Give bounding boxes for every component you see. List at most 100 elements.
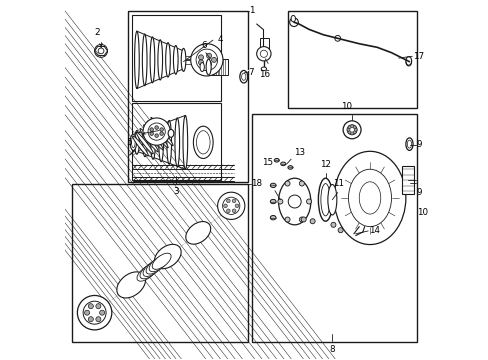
Text: 14: 14 (368, 226, 380, 235)
Ellipse shape (137, 265, 156, 281)
Circle shape (343, 121, 360, 139)
Ellipse shape (181, 48, 185, 71)
Text: 3: 3 (173, 187, 179, 196)
Circle shape (260, 50, 267, 57)
Ellipse shape (183, 116, 187, 169)
Ellipse shape (149, 256, 168, 272)
Circle shape (353, 129, 356, 131)
Ellipse shape (147, 121, 168, 148)
Circle shape (96, 317, 101, 322)
Bar (251, 114, 416, 342)
Circle shape (289, 18, 298, 27)
Text: 6: 6 (201, 41, 206, 50)
Ellipse shape (142, 128, 147, 157)
Ellipse shape (407, 140, 411, 148)
Ellipse shape (333, 151, 405, 244)
Text: 11: 11 (333, 179, 344, 188)
Ellipse shape (175, 118, 179, 167)
Ellipse shape (132, 136, 148, 156)
Text: 1: 1 (249, 6, 255, 15)
Text: 2: 2 (95, 28, 100, 37)
Ellipse shape (154, 244, 181, 269)
Ellipse shape (327, 184, 336, 215)
Ellipse shape (406, 176, 412, 187)
Text: 10: 10 (340, 102, 351, 111)
Bar (131, 103, 221, 180)
Circle shape (155, 134, 158, 138)
Ellipse shape (166, 121, 171, 164)
Circle shape (88, 303, 93, 309)
Bar (131, 15, 221, 101)
Circle shape (96, 303, 101, 309)
Bar (287, 12, 416, 108)
Ellipse shape (143, 260, 162, 276)
Circle shape (198, 55, 203, 60)
Text: 15: 15 (261, 158, 272, 167)
Bar (128, 12, 247, 182)
Text: 9: 9 (416, 188, 421, 197)
Ellipse shape (158, 40, 162, 80)
Text: 13: 13 (293, 148, 305, 157)
Ellipse shape (241, 73, 245, 80)
Ellipse shape (142, 34, 147, 86)
Circle shape (350, 125, 353, 128)
Ellipse shape (407, 179, 410, 185)
Circle shape (226, 209, 230, 213)
Text: 12: 12 (319, 160, 330, 169)
Ellipse shape (200, 63, 204, 72)
Ellipse shape (134, 31, 139, 89)
Circle shape (334, 36, 340, 41)
Circle shape (285, 181, 289, 186)
Text: 10: 10 (416, 208, 427, 217)
Ellipse shape (320, 184, 329, 216)
Text: 7: 7 (247, 68, 253, 77)
Ellipse shape (239, 71, 247, 83)
Text: 18: 18 (250, 179, 262, 188)
Ellipse shape (270, 183, 276, 188)
Ellipse shape (206, 59, 211, 75)
Text: 5: 5 (126, 138, 132, 147)
Circle shape (256, 46, 270, 61)
Text: 8: 8 (329, 345, 334, 354)
Ellipse shape (168, 130, 174, 137)
Ellipse shape (134, 131, 139, 154)
Ellipse shape (196, 131, 210, 154)
Circle shape (190, 44, 223, 76)
Ellipse shape (405, 57, 411, 65)
Text: 9: 9 (416, 140, 421, 149)
Circle shape (347, 126, 350, 129)
Ellipse shape (261, 67, 266, 71)
Ellipse shape (150, 126, 155, 159)
Ellipse shape (117, 272, 145, 298)
Circle shape (347, 131, 350, 134)
Ellipse shape (136, 132, 153, 154)
Circle shape (206, 53, 211, 58)
Ellipse shape (287, 166, 292, 169)
Ellipse shape (150, 37, 155, 83)
Ellipse shape (165, 42, 170, 77)
Ellipse shape (146, 258, 164, 274)
Ellipse shape (348, 169, 391, 226)
Circle shape (287, 195, 301, 208)
Bar (72, 184, 247, 342)
Ellipse shape (151, 117, 173, 146)
Text: 4: 4 (217, 35, 223, 44)
Ellipse shape (278, 178, 310, 225)
Circle shape (160, 128, 163, 131)
Circle shape (285, 217, 289, 222)
Circle shape (232, 199, 235, 203)
Circle shape (196, 49, 217, 71)
Circle shape (299, 217, 304, 222)
Circle shape (84, 310, 89, 315)
Circle shape (235, 204, 238, 208)
Ellipse shape (290, 15, 295, 22)
Bar (208, 59, 228, 75)
Circle shape (148, 123, 165, 140)
Circle shape (352, 126, 355, 129)
Ellipse shape (185, 221, 210, 244)
Bar (259, 39, 268, 49)
Circle shape (277, 199, 282, 204)
Circle shape (77, 296, 112, 330)
Circle shape (226, 199, 230, 203)
Ellipse shape (405, 138, 412, 150)
